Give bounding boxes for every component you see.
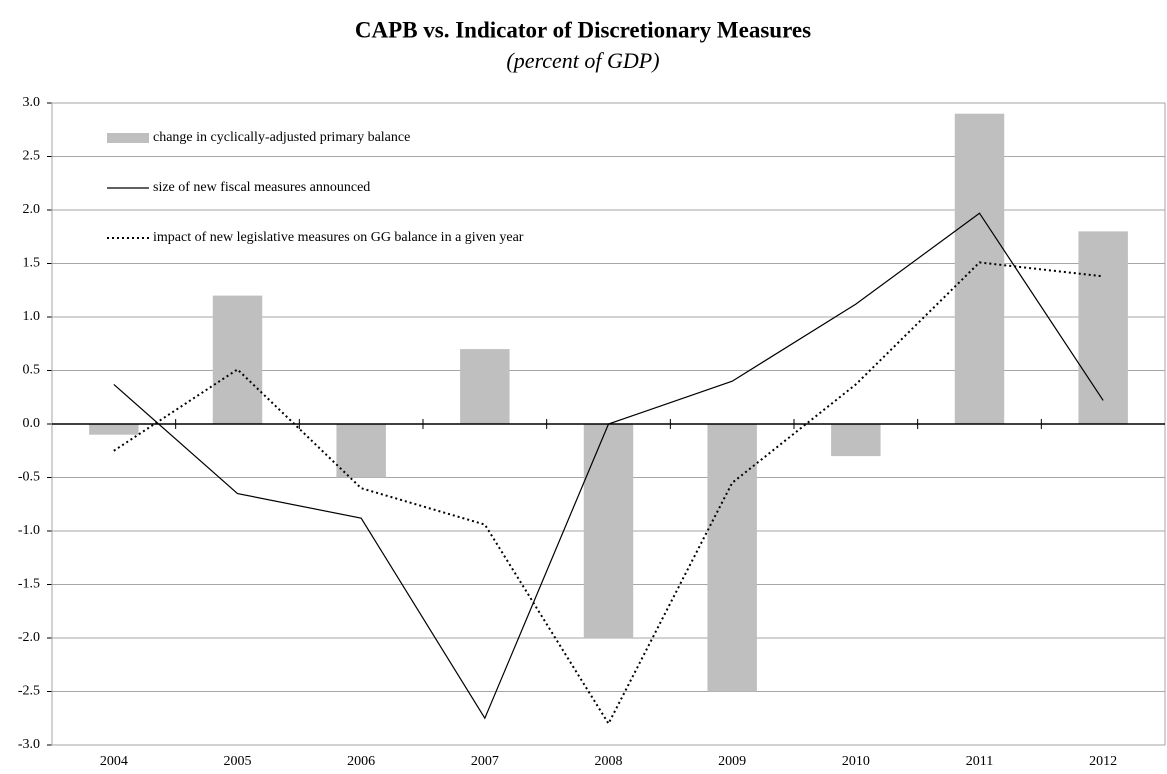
y-tick-label: -0.5 [18, 470, 40, 485]
legend-label: impact of new legislative measures on GG… [153, 230, 524, 245]
legend-label: change in cyclically-adjusted primary ba… [153, 130, 410, 145]
bar [336, 424, 386, 478]
y-tick-label: 1.5 [23, 256, 41, 271]
bar [831, 424, 881, 457]
bar [460, 349, 510, 424]
chart-title: CAPB vs. Indicator of Discretionary Meas… [355, 17, 811, 42]
y-tick-label: 2.0 [23, 202, 41, 217]
y-tick-label: -1.0 [18, 523, 40, 538]
y-tick-label: -2.5 [18, 684, 40, 699]
bar [89, 424, 139, 435]
bar [1078, 231, 1128, 424]
y-tick-label: 1.0 [23, 309, 41, 324]
y-tick-label: 2.5 [23, 149, 41, 164]
bar [707, 424, 757, 692]
x-tick-label: 2009 [718, 754, 746, 769]
x-tick-label: 2008 [595, 754, 623, 769]
y-tick-label: 3.0 [23, 95, 41, 110]
line [113, 261, 1104, 726]
x-tick-label: 2012 [1089, 754, 1117, 769]
x-tick-label: 2010 [842, 754, 870, 769]
y-tick-label: 0.0 [23, 416, 41, 431]
x-tick-label: 2007 [471, 754, 499, 769]
chart-subtitle: (percent of GDP) [506, 48, 659, 73]
x-tick-label: 2005 [224, 754, 252, 769]
bar [212, 295, 263, 424]
x-tick-label: 2011 [966, 754, 993, 769]
bar [583, 424, 634, 638]
legend-label: size of new fiscal measures announced [153, 180, 370, 195]
x-tick-label: 2004 [100, 754, 128, 769]
line [113, 212, 1104, 720]
y-tick-label: 0.5 [23, 363, 41, 378]
legend-swatch [107, 133, 149, 143]
y-tick-label: -3.0 [18, 737, 40, 752]
y-tick-label: -2.0 [18, 630, 40, 645]
x-tick-label: 2006 [347, 754, 375, 769]
bar [954, 113, 1005, 424]
y-tick-label: -1.5 [18, 577, 40, 592]
